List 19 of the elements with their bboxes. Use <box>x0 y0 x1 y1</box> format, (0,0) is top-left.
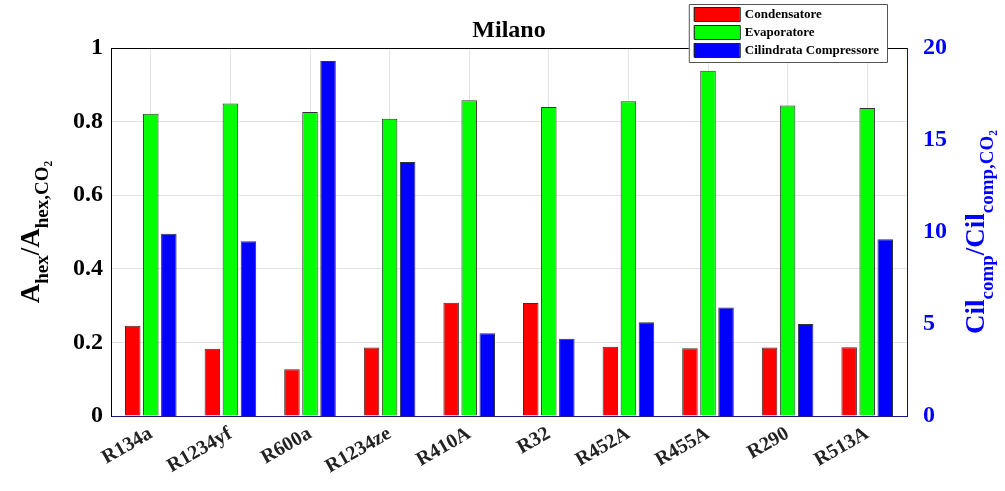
legend-label: Cilindrata Compressore <box>744 42 880 58</box>
y-tick-label: 0.6 <box>73 180 103 207</box>
x-tick-label: R600a <box>256 421 315 468</box>
y-tick-label: 0.8 <box>73 106 103 133</box>
legend-label: Evaporatore <box>744 24 815 40</box>
x-tick-label: R32 <box>512 421 554 458</box>
y2-tick-label: 0 <box>923 401 935 428</box>
legend-label: Condensatore <box>744 6 823 22</box>
y2-axis-title: Cilcomp/Cilcomp,CO₂ <box>960 129 997 335</box>
chart-title: Milano <box>472 16 546 42</box>
y-tick-label: 0.2 <box>73 327 103 354</box>
y2-tick-label: 5 <box>923 309 935 336</box>
y2-tick-label: 10 <box>923 217 947 244</box>
y-tick-label: 1 <box>91 33 103 60</box>
y-tick-label: 0.4 <box>73 254 103 280</box>
y-axis-title: Ahex/Ahex,CO₂ <box>15 160 52 304</box>
y2-tick-label: 15 <box>923 125 947 152</box>
y2-tick-label: 20 <box>923 33 947 60</box>
x-tick-label: R290 <box>742 421 793 463</box>
